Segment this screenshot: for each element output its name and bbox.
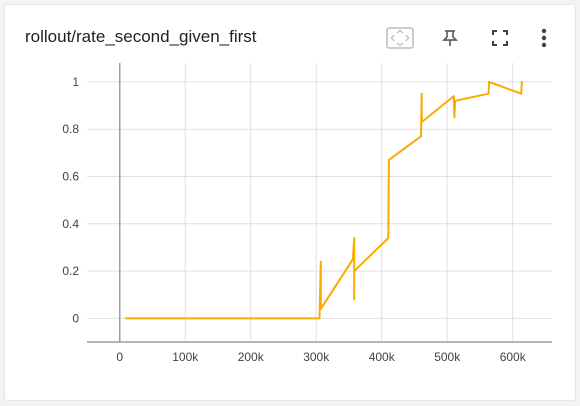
y-tick-label: 0 [72,311,79,325]
y-tick-label: 0.6 [62,169,79,183]
x-tick-label: 300k [303,350,330,364]
x-tick-label: 0 [116,350,123,364]
scalar-chart-card: rollout/rate_second_given_first [4,4,576,401]
y-tick-label: 0.8 [62,122,79,136]
y-tick-label: 0.2 [62,264,79,278]
x-tick-label: 600k [500,350,527,364]
x-tick-label: 200k [238,350,265,364]
fullscreen-button[interactable] [485,23,515,53]
series-layer [125,80,523,320]
series-line [125,80,523,320]
fullscreen-icon [492,30,508,46]
fit-domain-icon [386,27,414,49]
x-tick-label: 500k [434,350,461,364]
y-tick-label: 0.4 [62,217,79,231]
x-tick-label: 400k [369,350,396,364]
pin-icon [442,30,458,46]
axes [87,63,552,343]
chart-toolbar [365,23,559,53]
chart-title: rollout/rate_second_given_first [25,27,257,46]
x-tick-label: 100k [172,350,199,364]
tick-labels: 0 100k 200k 300k 400k 500k 600k 0 0.2 0.4 0.6 0.8 1 [62,75,526,364]
y-tick-label: 1 [72,75,79,89]
more-options-button[interactable] [529,23,559,53]
grid-lines [87,63,552,342]
pin-button[interactable] [435,23,465,53]
more-vert-icon [541,28,547,48]
fit-domain-button[interactable] [385,23,415,53]
